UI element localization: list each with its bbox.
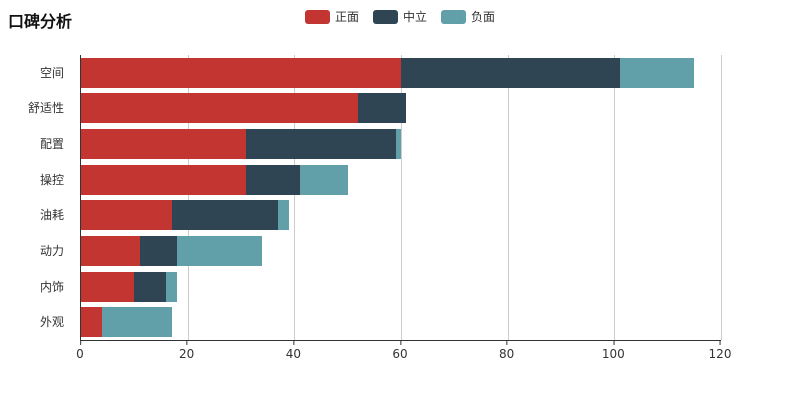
x-axis-ticks: 0 20 40 60 80 100 120 [76,340,731,362]
x-tick-label: 60 [392,340,408,361]
legend-item-neutral[interactable]: 中立 [372,8,427,25]
category-label: 舒适性 [27,101,64,116]
gridline [294,55,296,340]
legend-item-negative[interactable]: 负面 [441,8,495,25]
gridline [187,55,189,340]
grid-layer [81,55,722,340]
category-label: 配置 [39,137,64,152]
bar-segment-neutral[interactable] [246,164,300,195]
legend-item-positive[interactable]: 正面 [304,8,359,25]
bar-segment-neutral[interactable] [171,200,279,231]
bar-segment-positive[interactable] [81,271,135,302]
bar-row [81,235,721,266]
x-tick-label: 120 [708,340,732,361]
legend-swatch-negative [441,9,466,24]
bar-segment-negative[interactable] [177,235,263,266]
category-label: 空间 [39,65,64,80]
gridline [507,55,509,340]
bar-row [81,307,721,338]
category-label: 油耗 [39,208,64,223]
bar-segment-negative[interactable] [619,57,695,88]
category-label: 内饰 [39,279,64,294]
bar-row [81,164,721,195]
bar-segment-negative[interactable] [278,200,289,231]
bar-segment-neutral[interactable] [134,271,167,302]
x-tick-label: 0 [76,340,84,361]
bar-segment-positive[interactable] [81,235,140,266]
x-tick-label: 20 [179,340,195,361]
bar-segment-positive[interactable] [81,93,359,124]
gridline [614,55,616,340]
bar-segment-neutral[interactable] [139,235,177,266]
bar-row [81,200,721,231]
category-label: 动力 [39,243,64,258]
bar-row [81,57,721,88]
bar-row [81,271,721,302]
chart-title: 口碑分析 [8,12,73,31]
legend-label: 负面 [471,10,496,24]
bars-rows [81,55,721,340]
bar-segment-positive[interactable] [81,200,172,231]
bar-segment-positive[interactable] [81,307,103,338]
bar-row [81,129,721,160]
bar-segment-negative[interactable] [395,129,401,160]
legend: 正面 中立 负面 [0,8,800,25]
bar-segment-neutral[interactable] [358,93,407,124]
bar-segment-positive[interactable] [81,57,401,88]
gridline [401,55,402,340]
bar-segment-positive[interactable] [81,164,247,195]
bar-segment-negative[interactable] [166,271,177,302]
bar-segment-negative[interactable] [299,164,348,195]
legend-label: 中立 [402,10,427,24]
legend-swatch-positive [304,9,330,24]
bar-row [81,93,721,124]
bar-segment-neutral[interactable] [401,57,620,88]
x-tick-label: 40 [285,340,301,361]
category-labels: 空间舒适性配置操控油耗动力内饰外观 [0,55,72,340]
gridline [721,55,722,340]
x-tick-label: 100 [601,340,625,361]
bar-segment-positive[interactable] [81,129,247,160]
category-label: 外观 [39,315,64,330]
bar-segment-neutral[interactable] [246,129,396,160]
legend-swatch-neutral [372,9,398,24]
bar-segment-negative[interactable] [102,307,172,338]
category-label: 操控 [39,172,64,187]
legend-label: 正面 [334,10,359,24]
plot-area [80,55,722,341]
x-tick-label: 80 [499,340,515,361]
